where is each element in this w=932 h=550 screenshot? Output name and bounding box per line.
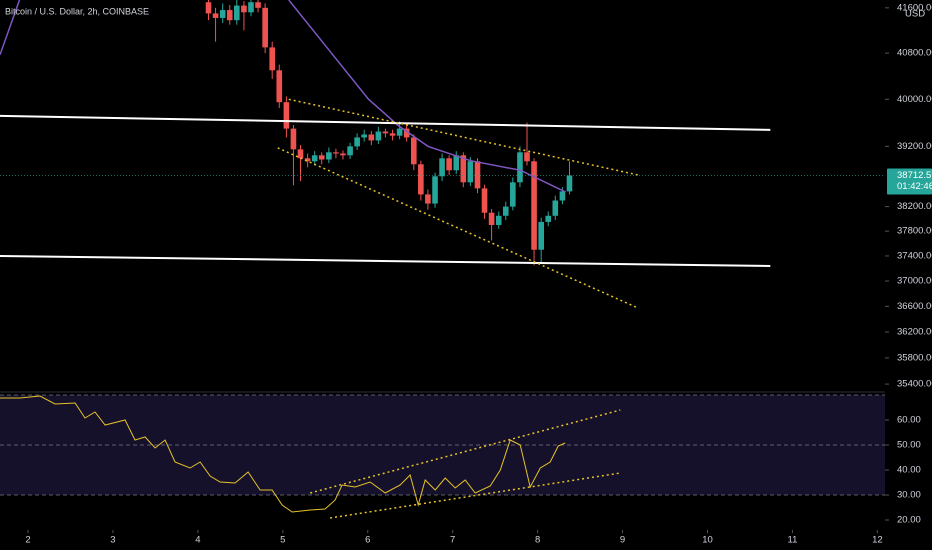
candle-body bbox=[326, 152, 332, 160]
x-tick-label: 11 bbox=[787, 535, 797, 546]
candle-body bbox=[347, 146, 353, 156]
candle-body bbox=[368, 134, 375, 141]
candle-body bbox=[481, 188, 488, 213]
overlay-line bbox=[0, 114, 771, 131]
x-tick-label: 6 bbox=[365, 535, 370, 546]
y-tick-label: 36600.00 bbox=[897, 301, 932, 312]
countdown-label: 01:42:46 bbox=[897, 181, 932, 192]
currency-label: USD bbox=[905, 9, 925, 20]
candle-body bbox=[311, 155, 318, 162]
candle-body bbox=[467, 161, 474, 183]
y-tick-label: 39200.00 bbox=[897, 141, 932, 152]
y-tick-label: 40800.00 bbox=[897, 48, 932, 59]
candle-body bbox=[361, 134, 367, 138]
trend-line bbox=[310, 409, 621, 494]
rsi-line bbox=[0, 395, 566, 513]
y-tick-label: 30.00 bbox=[897, 490, 921, 501]
candle-body bbox=[212, 13, 219, 18]
candle-body bbox=[255, 2, 261, 8]
x-tick-label: 9 bbox=[620, 535, 625, 546]
chart-title: Bitcoin / U.S. Dollar, 2h, COINBASE bbox=[5, 6, 149, 16]
candle-body bbox=[559, 191, 566, 201]
candle-body bbox=[432, 176, 438, 204]
candle-body bbox=[382, 131, 389, 134]
x-tick-label: 5 bbox=[280, 535, 285, 546]
overlay-line bbox=[288, 0, 567, 193]
y-tick-label: 20.00 bbox=[897, 515, 921, 526]
candle-body bbox=[389, 133, 396, 136]
candle-body bbox=[304, 158, 311, 162]
y-tick-label: 41600.00 bbox=[897, 2, 932, 13]
candle-body bbox=[545, 215, 552, 222]
candle-body bbox=[538, 221, 544, 250]
candle-body bbox=[340, 153, 346, 156]
candle-body bbox=[226, 10, 233, 21]
y-tick-label: 36200.00 bbox=[897, 327, 932, 338]
overlay-line bbox=[0, 255, 771, 267]
y-tick-label: 50.00 bbox=[897, 440, 921, 451]
candle-body bbox=[276, 70, 283, 103]
candle-body bbox=[453, 155, 460, 171]
candle-body bbox=[205, 2, 212, 14]
x-tick-label: 8 bbox=[535, 535, 540, 546]
candle-body bbox=[283, 102, 290, 129]
candle-body bbox=[439, 158, 445, 177]
candle-body bbox=[460, 155, 467, 183]
candle-body bbox=[396, 128, 403, 136]
y-tick-label: 60.00 bbox=[897, 415, 921, 426]
candle-body bbox=[495, 215, 502, 225]
overlay-line bbox=[0, 0, 21, 56]
y-tick-label: 37800.00 bbox=[897, 226, 932, 237]
y-tick-label: 37400.00 bbox=[897, 250, 932, 261]
candle-body bbox=[552, 200, 559, 216]
y-tick-label: 40000.00 bbox=[897, 94, 932, 105]
candle-body bbox=[269, 47, 276, 71]
candle-body bbox=[418, 164, 424, 195]
candle-body bbox=[333, 152, 339, 154]
candle-body bbox=[241, 5, 247, 13]
y-tick-label: 38200.00 bbox=[897, 201, 932, 212]
candle-body bbox=[531, 161, 537, 250]
y-tick-label: 40.00 bbox=[897, 465, 921, 476]
price-pane bbox=[0, 0, 885, 309]
candle-body bbox=[410, 137, 417, 165]
candle-body bbox=[318, 155, 325, 160]
x-tick-label: 4 bbox=[195, 535, 200, 546]
candle-body bbox=[290, 128, 297, 150]
candle-body bbox=[262, 7, 268, 48]
y-tick-label: 37000.00 bbox=[897, 276, 932, 287]
candle-body bbox=[502, 206, 509, 216]
trend-line bbox=[329, 472, 621, 519]
rsi-pane bbox=[0, 394, 885, 519]
candle-body bbox=[354, 137, 360, 147]
candle-body bbox=[510, 182, 516, 207]
candle-body bbox=[524, 152, 530, 162]
candle-body bbox=[403, 128, 410, 138]
x-tick-label: 2 bbox=[25, 535, 30, 546]
candle-body bbox=[517, 152, 523, 183]
y-tick-label: 35800.00 bbox=[897, 352, 932, 363]
candle-body bbox=[248, 2, 254, 13]
last-price-label: 38712.57 bbox=[897, 170, 932, 181]
candle-body bbox=[219, 10, 226, 18]
x-tick-label: 3 bbox=[110, 535, 115, 546]
last-price-box bbox=[887, 168, 932, 195]
x-tick-label: 7 bbox=[450, 535, 455, 546]
candle-body bbox=[425, 194, 431, 204]
candle-body bbox=[474, 161, 481, 189]
x-tick-label: 12 bbox=[872, 535, 883, 546]
candle-body bbox=[297, 149, 304, 159]
candle-body bbox=[375, 131, 382, 141]
candle-body bbox=[566, 175, 573, 192]
trend-line bbox=[277, 147, 640, 309]
candle-body bbox=[488, 212, 495, 225]
candle-body bbox=[446, 158, 452, 171]
x-tick-label: 10 bbox=[702, 535, 713, 546]
axes: 41600.00 40800.00 40000.00 39200.00 38200.00… bbox=[25, 2, 932, 546]
candle-body bbox=[233, 5, 240, 21]
y-tick-label: 35400.00 bbox=[897, 379, 932, 390]
